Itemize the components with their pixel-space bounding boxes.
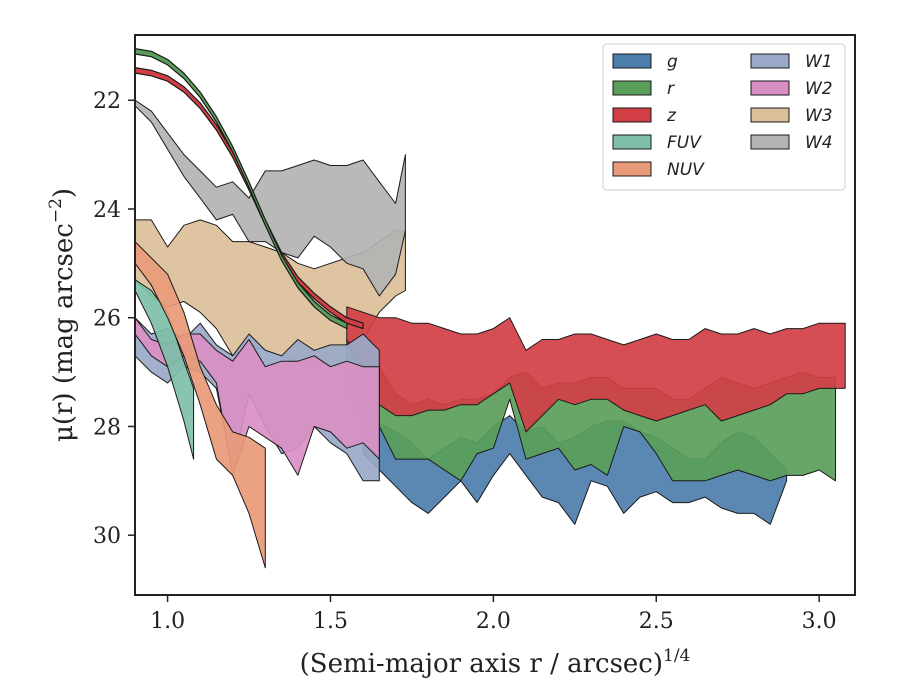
- series-band-9-area: [135, 67, 364, 330]
- legend-label-w3: W3: [805, 106, 833, 126]
- y-axis-label-text: μ(r) (mag arcsec: [49, 223, 79, 442]
- x-tick-label: 2.5: [639, 609, 674, 634]
- legend-label-nuv: NUV: [667, 160, 705, 180]
- legend-label-w4: W4: [805, 133, 833, 153]
- legend-label-z: z: [666, 106, 677, 126]
- x-tick-label: 1.0: [150, 609, 185, 634]
- x-tick-label: 2.0: [476, 609, 511, 634]
- x-axis-ticks: 1.0 1.5 2.0 2.5 3.0: [150, 595, 837, 634]
- series-areas: [135, 48, 846, 569]
- y-axis-ticks: 22 24 26 28 30: [93, 89, 135, 549]
- legend-swatch-fuv: [612, 134, 652, 150]
- legend-swatch-w2: [750, 80, 790, 96]
- y-tick-label: 24: [93, 198, 121, 223]
- y-tick-label: 22: [93, 89, 121, 114]
- x-tick-label: 3.0: [802, 609, 837, 634]
- plot-frame: [134, 34, 856, 596]
- y-axis-label-exponent: −2: [46, 198, 66, 223]
- legend-swatch-g: [612, 53, 652, 69]
- legend-label-r: r: [667, 79, 675, 99]
- y-tick-label: 30: [93, 524, 121, 549]
- legend-swatch-w1: [750, 53, 790, 69]
- legend-label-g: g: [667, 52, 678, 72]
- x-tick-label: 1.5: [313, 609, 348, 634]
- legend-label-fuv: FUV: [667, 133, 702, 153]
- y-tick-label: 28: [93, 415, 121, 440]
- legend-label-w2: W2: [805, 79, 833, 99]
- legend-swatch-r: [612, 80, 652, 96]
- series-w3-area: [135, 219, 406, 368]
- series-nuv-area: [135, 241, 266, 569]
- x-axis-label-text: (Semi-major axis r / arcsec): [300, 649, 663, 679]
- y-axis-label: μ(r) (mag arcsec−2): [46, 188, 79, 442]
- legend: grz FUV NUV W1 W2 W3 W4: [602, 43, 846, 191]
- legend-swatch-w3: [750, 107, 790, 123]
- series-w4-area: [135, 99, 406, 297]
- y-axis-label-close: ): [49, 188, 79, 198]
- series-z-area: [346, 306, 846, 433]
- legend-swatch-w4: [750, 134, 790, 150]
- legend-swatch-z: [612, 107, 652, 123]
- legend-swatch-nuv: [612, 161, 652, 177]
- y-tick-label: 26: [93, 307, 121, 332]
- x-axis-label: (Semi-major axis r / arcsec)1/4: [300, 646, 691, 679]
- series-band-10-area: [135, 48, 348, 330]
- legend-label-w1: W1: [805, 52, 833, 72]
- x-axis-label-exponent: 1/4: [663, 646, 690, 666]
